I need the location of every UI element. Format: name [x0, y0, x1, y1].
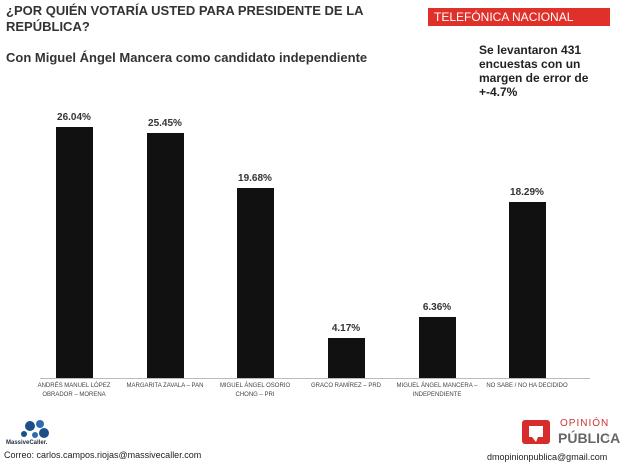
chart-title: ¿POR QUIÉN VOTARÍA USTED PARA PRESIDENTE… — [6, 3, 364, 34]
data-label: 26.04% — [57, 111, 91, 123]
footer-left: Correo: carlos.campos.riojas@massivecall… — [4, 450, 202, 460]
logo-icon — [522, 420, 550, 444]
data-label: 18.29% — [510, 186, 544, 198]
logo-text: OPINIÓN — [560, 418, 610, 429]
x-tick-label: MIGUEL ÁNGEL MANCERA – INDEPENDIENTE — [396, 383, 478, 398]
logo-text: MassiveCaller. — [6, 440, 48, 446]
bar — [418, 316, 456, 378]
logo-icon — [21, 420, 49, 438]
bar — [327, 337, 365, 378]
x-tick-label: MARGARITA ZAVALA – PAN — [126, 383, 204, 389]
bar — [55, 126, 93, 378]
data-label: 4.17% — [331, 322, 361, 334]
x-tick-label: NO SABE / NO HA DECIDIDO — [486, 383, 568, 389]
data-label: 25.45% — [148, 117, 182, 129]
page-number: 4 — [606, 436, 610, 442]
footer-right: dmopinionpublica@gmail.com — [487, 452, 608, 462]
annotation: Se levantaron 431 encuestas con un marge… — [479, 43, 589, 99]
logo-text: PÚBLICA — [558, 430, 620, 446]
bar — [146, 132, 184, 378]
bar — [236, 188, 274, 378]
baseline — [40, 378, 590, 379]
data-label: 6.36% — [422, 301, 452, 313]
x-tick-label: GRACO RAMÍREZ – PRD — [310, 383, 381, 389]
data-label: 19.68% — [238, 173, 272, 185]
x-tick-label: MIGUEL ÁNGEL OSORIO CHONG – PRI — [219, 383, 291, 398]
badge: TELEFÓNICA NACIONAL — [428, 8, 610, 26]
x-tick-label: ANDRÉS MANUEL LÓPEZ OBRADOR – MORENA — [37, 383, 111, 398]
chart-subtitle: Con Miguel Ángel Mancera como candidato … — [6, 50, 368, 65]
bar — [508, 201, 546, 378]
